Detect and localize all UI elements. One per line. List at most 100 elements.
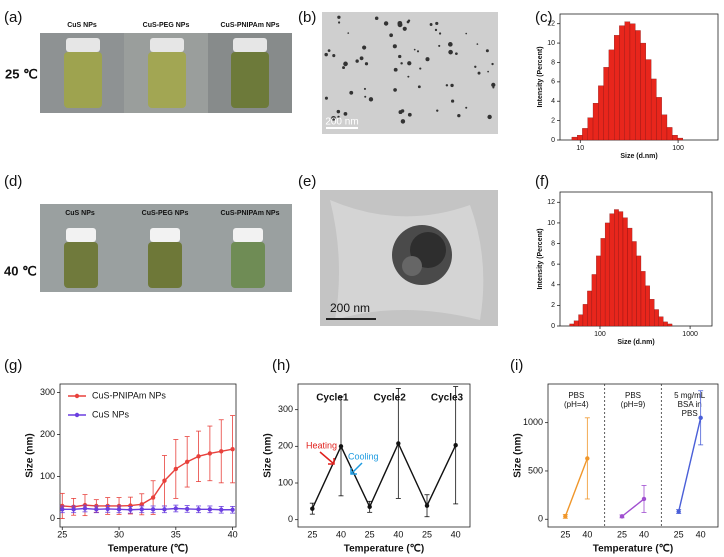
y-tick-label: 2 [551, 302, 555, 309]
histogram-bar [582, 304, 588, 327]
data-point [105, 506, 110, 512]
histogram-bar [619, 25, 625, 141]
histogram-bar [631, 241, 637, 327]
x-tick-label: 40 [582, 529, 592, 539]
histogram-bar [658, 316, 664, 327]
group-label: (pH=4) [564, 400, 589, 409]
particle [343, 112, 348, 116]
histogram-bar [614, 209, 619, 327]
particle [349, 90, 354, 95]
vial-label: CuS-PEG NPs [142, 210, 189, 217]
vial-label: CuS NPs [65, 210, 95, 217]
particle [492, 86, 495, 89]
x-axis-label: Temperature (℃) [593, 544, 674, 555]
x-tick-label: 40 [336, 529, 346, 539]
data-point [396, 441, 401, 446]
histogram-bar [627, 227, 633, 327]
particle [407, 61, 412, 66]
x-tick-label: 35 [171, 529, 181, 539]
y-tick-label: 500 [528, 465, 543, 475]
data-point [128, 507, 133, 512]
histogram-bar [640, 271, 646, 327]
y-tick-label: 1000 [523, 417, 543, 427]
y-tick-label: 0 [50, 513, 55, 523]
histogram-bar [608, 49, 615, 141]
particle [448, 42, 453, 47]
panel-label: (h) [272, 357, 290, 374]
particle [393, 88, 397, 92]
y-tick-label: 100 [278, 477, 293, 487]
data-point [338, 444, 344, 449]
data-point [676, 509, 681, 514]
particle [455, 52, 458, 56]
particle [374, 16, 379, 21]
data-point [94, 507, 99, 512]
data-point [60, 507, 65, 512]
histogram-bar [661, 114, 668, 141]
x-tick-label: 25 [674, 529, 684, 539]
x-tick-label: 40 [393, 529, 403, 539]
data-point [71, 507, 76, 512]
histogram-bar [603, 67, 610, 141]
histogram-bar [578, 314, 584, 327]
y-tick-label: 0 [288, 514, 293, 524]
histogram-bar [649, 299, 655, 327]
scale-bar-label: 200 nm [330, 301, 370, 315]
x-tick-label: 100 [672, 145, 684, 152]
data-point [698, 415, 703, 421]
temperature-label: 40 ℃ [4, 263, 37, 278]
particle [448, 49, 453, 55]
y-tick-label: 2 [551, 117, 555, 124]
y-axis-label: Size (nm) [513, 433, 524, 477]
particle [477, 71, 481, 75]
particle [406, 20, 410, 24]
x-tick-label: 25 [57, 529, 67, 539]
vial-label: CuS-PNIPAm NPs [221, 22, 280, 29]
histogram-bar [577, 135, 583, 141]
data-point [116, 507, 122, 512]
particle [436, 109, 439, 112]
particle [393, 67, 398, 72]
histogram-bar [677, 137, 684, 141]
particle [487, 70, 489, 73]
panel-label: (c) [535, 9, 553, 26]
particle [429, 23, 433, 26]
particle [407, 112, 412, 117]
x-tick-label: 25 [422, 529, 432, 539]
histogram-bar [604, 222, 610, 327]
particle [417, 85, 421, 89]
x-tick-label: 40 [228, 529, 238, 539]
legend-label: CuS-PNIPAm NPs [92, 390, 166, 400]
particle [324, 52, 328, 57]
y-tick-label: 6 [551, 79, 555, 86]
particle [337, 15, 341, 19]
histogram-bar [592, 103, 599, 141]
vial-label: CuS NPs [67, 22, 97, 29]
data-point [162, 478, 167, 483]
x-axis-label: Temperature (℃) [344, 544, 425, 555]
plot-frame [297, 383, 471, 528]
particle [438, 44, 441, 47]
histogram-bar [596, 255, 601, 327]
data-point [207, 451, 213, 456]
data-point [150, 507, 156, 512]
plot-frame [59, 383, 237, 528]
histogram-bar [622, 217, 628, 327]
particle [337, 21, 341, 24]
particle [368, 97, 374, 102]
particle [476, 43, 479, 45]
x-tick-label: 40 [639, 529, 649, 539]
panel-label: (g) [4, 357, 22, 374]
y-tick-label: 200 [40, 429, 55, 439]
histogram-bar [636, 255, 642, 327]
plot-frame [547, 383, 719, 528]
arrow [319, 451, 335, 465]
particle [485, 49, 489, 53]
x-tick-label: 25 [365, 529, 375, 539]
y-axis-label: Size (nm) [263, 433, 274, 477]
particle [407, 75, 410, 78]
panel-label: (b) [298, 9, 316, 26]
y-tick-label: 200 [278, 441, 293, 451]
particle [491, 62, 494, 66]
